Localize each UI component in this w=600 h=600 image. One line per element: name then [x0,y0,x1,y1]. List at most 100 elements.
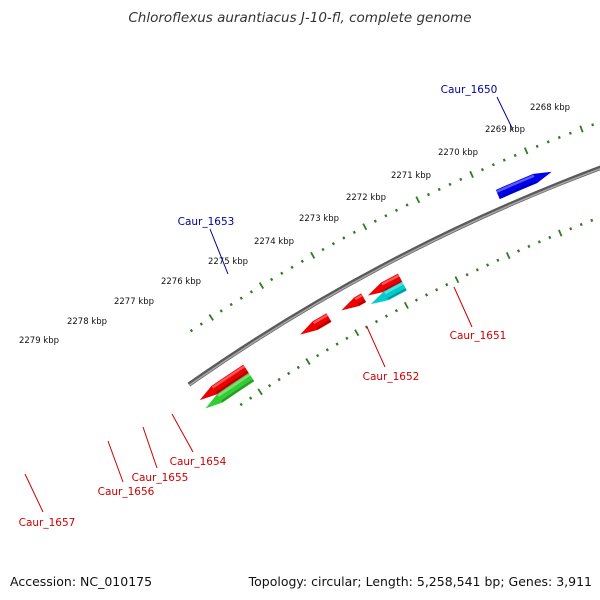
scale-label: 2274 kbp [254,237,294,247]
scale-tick-inner [296,365,300,370]
scale-tick-outer [290,265,294,269]
gene-arrow-caur-1656 [300,313,332,335]
scale-label: 2270 kbp [438,148,478,158]
scale-tick-outer [258,282,265,290]
leader-line-caur-1650 [496,96,514,131]
gene-arrow-caur-1655-shading [354,294,363,301]
leader-line-caur-1651 [453,286,473,328]
leader-line-caur-1657 [24,473,44,513]
scale-label: 2278 kbp [67,317,107,327]
scale-label: 2277 kbp [114,297,154,307]
gene-arrow-caur-1655 [341,293,367,311]
feature-arrow-caur-1654 [370,281,407,305]
scale-tick-outer [280,271,284,275]
scale-tick-outer [535,144,539,148]
scale-tick-outer [524,147,529,155]
leader-line-caur-1655 [142,426,158,469]
scale-tick-inner [496,258,500,262]
scale-tick-inner [384,314,389,318]
scale-tick-inner [465,273,469,277]
scale-tick-inner [527,244,531,249]
scale-tick-outer [579,125,584,133]
scale-tick-outer [352,230,356,234]
gene-label-caur-1650: Caur_1650 [441,84,498,96]
scale-label: 2276 kbp [161,277,201,287]
gene-arrow-caur-1656-shading [313,313,329,325]
scale-tick-inner [267,383,272,388]
scale-tick-inner [569,227,573,231]
scale-tick-outer [373,219,377,223]
cds-arrow-caur-1657-body [205,372,255,409]
scale-tick-inner [325,348,329,352]
gene-arrow-caur-1655-shadow [357,299,366,306]
gene-arrow-caur-1656-body [300,313,332,335]
scale-tick-inner [590,218,594,222]
scale-tick-inner [335,342,339,346]
gene-arrow-caur-1653-shadow [498,180,537,199]
scale-label: 2271 kbp [391,171,431,181]
gene-label-caur-1656: Caur_1656 [98,486,155,498]
scale-tick-outer [513,153,517,158]
scale-tick-inner [548,235,552,240]
scale-tick-outer [459,177,463,182]
gene-arrow-caur-1653-body [495,171,552,200]
scale-tick-outer [321,247,325,252]
scale-tick-outer [546,140,550,144]
gene-arrow-caur-1657 [199,364,249,401]
scale-tick-outer [405,203,409,207]
scale-tick-inner [445,283,449,287]
scale-label: 2279 kbp [19,336,59,346]
scale-label: 2273 kbp [299,214,339,224]
gene-label-caur-1655: Caur_1655 [132,472,189,484]
scale-tick-outer [239,296,243,300]
gene-label-caur-1657: Caur_1657 [19,517,76,529]
scale-tick-outer [415,196,421,204]
scale-tick-outer [502,158,506,162]
scale-tick-outer [426,192,431,197]
leader-line-caur-1656 [107,440,124,483]
genome-backbone [187,165,600,387]
genome-backbone-highlight [188,168,600,386]
topology-summary-text: Topology: circular; Length: 5,258,541 bp… [248,574,592,589]
scale-tick-outer [568,131,572,135]
gene-arrow-caur-1654-shading [381,274,400,286]
leader-line-caur-1653 [209,228,229,275]
scale-tick-outer [591,123,595,127]
gene-arrow-caur-1657-body [199,364,249,401]
cds-arrow-caur-1657 [205,372,255,409]
scale-tick-inner [248,396,253,400]
gene-label-caur-1652: Caur_1652 [363,371,420,383]
scale-tick-outer [219,309,223,313]
scale-tick-inner [345,336,349,340]
scale-tick-inner [579,222,583,227]
gene-arrow-caur-1654 [367,273,403,296]
gene-arrow-caur-1655-body [341,293,367,311]
scale-tick-inner [517,249,521,253]
scale-tick-inner [505,252,511,260]
scale-tick-inner [403,301,409,309]
scale-tick-inner [316,353,320,358]
scale-label: 2268 kbp [530,103,570,113]
scale-tick-inner [374,319,379,324]
gene-label-caur-1651: Caur_1651 [450,330,507,342]
gene-arrow-caur-1657-shading [211,365,246,389]
scale-tick-inner [257,388,263,396]
scale-label: 2269 kbp [485,125,525,135]
scale-tick-outer [331,242,336,246]
gene-label-caur-1653: Caur_1653 [178,216,235,228]
gene-arrow-caur-1653-shading [496,174,535,193]
scale-tick-outer [384,214,388,218]
scale-tick-outer [229,302,233,307]
gene-arrow-caur-1657-shadow [215,370,249,394]
cds-arrow-caur-1657-shadow [221,379,255,403]
scale-tick-outer [362,223,368,231]
feature-arrow-caur-1654-body [370,281,407,305]
scale-label: 2272 kbp [346,193,386,203]
scale-tick-outer [480,167,484,172]
gene-arrow-caur-1654-body [367,273,403,296]
genome-title: Chloroflexus aurantiacus J-10-fl, comple… [128,10,472,26]
scale-tick-outer [208,314,214,321]
scale-tick-inner [435,288,439,292]
